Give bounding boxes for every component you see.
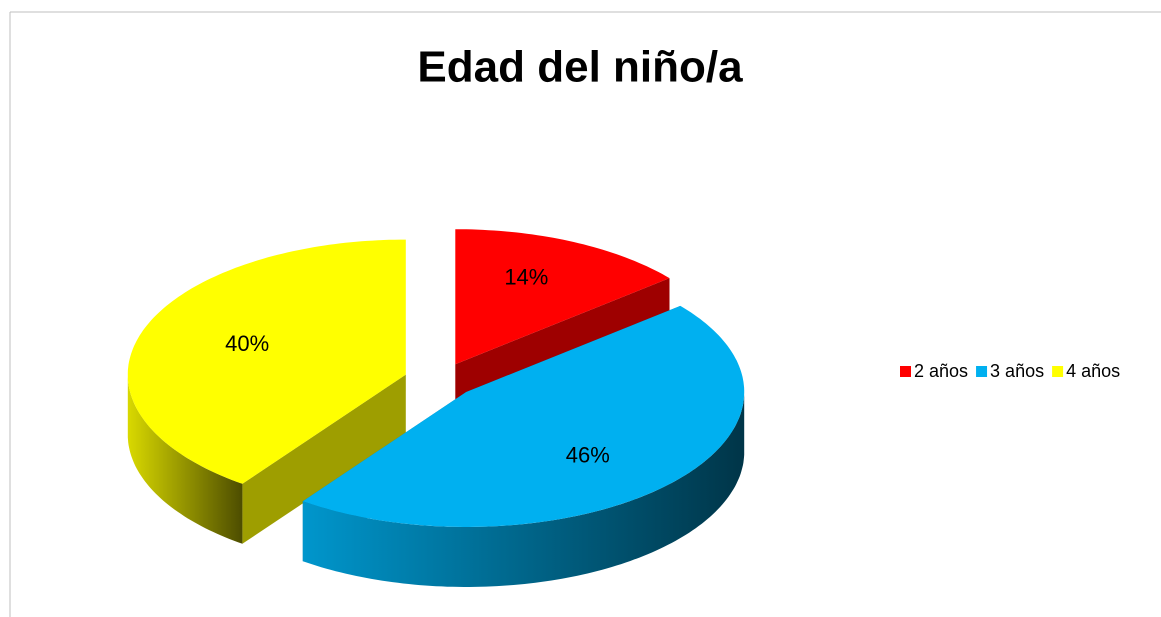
pie: 14% 40% 46% [127,229,745,587]
legend-label: 4 años [1066,361,1120,381]
legend-label: 3 años [990,361,1044,381]
legend-swatch [1052,366,1064,377]
chart-title: Edad del niño/a [417,43,743,92]
data-label: 40% [225,331,269,356]
slice [455,229,670,365]
data-label: 46% [566,442,610,467]
legend-swatch [976,366,988,377]
slice-wall [302,392,745,587]
slice [127,239,406,484]
legend: 2 años 3 años 4 años [900,361,1120,381]
legend-label: 2 años [914,361,968,381]
slice-side [242,374,406,544]
slice [302,305,745,527]
data-label: 14% [504,264,548,289]
legend-swatch [900,366,911,377]
slice-wall [127,374,243,544]
